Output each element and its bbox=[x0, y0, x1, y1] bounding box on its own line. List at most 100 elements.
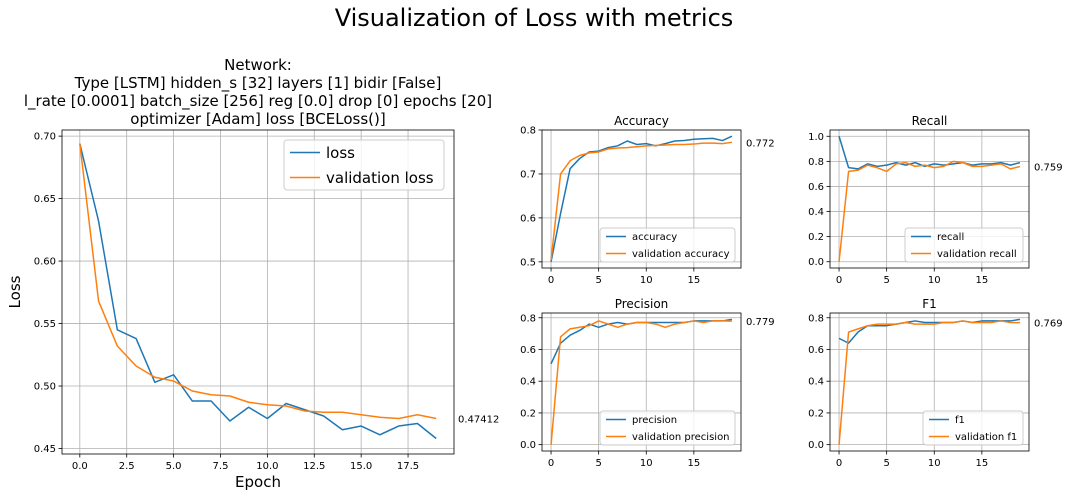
x-tick-label: 2.5 bbox=[119, 461, 135, 472]
plots-group: 0.0 2.5 5.0 7.5 10.0 12.5 15.0 17.50.450.500.55… bbox=[6, 56, 1063, 491]
x-tick-label: 5.0 bbox=[166, 461, 182, 472]
chart-accuracy: 0 5 10 15 0.5 0.6 0.7 0.8 Accuracy 0.772 accuracy v… bbox=[520, 114, 775, 286]
final-value-label: 0.47412 bbox=[458, 415, 499, 426]
legend-entry-validation-recall: validation recall bbox=[937, 249, 1017, 260]
chart-title-line: optimizer [Adam] loss [BCELoss()] bbox=[130, 110, 385, 128]
legend: accuracy validation accuracy bbox=[599, 227, 736, 263]
x-tick-label: 5 bbox=[595, 275, 601, 286]
chart-title: Accuracy bbox=[614, 114, 669, 128]
legend: loss validation loss bbox=[283, 139, 445, 191]
y-tick-label: 0.4 bbox=[808, 207, 824, 218]
series-line-validation-accuracy bbox=[550, 141, 733, 261]
legend-entry-loss: loss bbox=[326, 144, 355, 162]
x-tick-label: 17.5 bbox=[397, 461, 419, 472]
series-line-accuracy bbox=[550, 135, 733, 262]
x-tick-label: 5 bbox=[883, 458, 889, 469]
y-tick-label: 0.6 bbox=[520, 213, 536, 224]
y-tick-label: 0.6 bbox=[808, 345, 824, 356]
y-tick-label: 1.0 bbox=[808, 132, 824, 143]
legend-entry-validation-accuracy: validation accuracy bbox=[632, 249, 730, 260]
y-axis-label: Loss bbox=[6, 275, 24, 308]
y-tick-label: 0.45 bbox=[34, 444, 56, 455]
final-value-label: 0.772 bbox=[746, 138, 775, 149]
y-tick-label: 0.6 bbox=[520, 345, 536, 356]
chart-title: F1 bbox=[922, 297, 937, 311]
x-tick-label: 15 bbox=[976, 275, 989, 286]
x-tick-label: 15 bbox=[688, 275, 701, 286]
legend-box bbox=[904, 227, 1024, 263]
y-tick-label: 0.8 bbox=[520, 126, 536, 137]
x-tick-label: 10 bbox=[928, 275, 941, 286]
y-tick-label: 0.7 bbox=[520, 169, 536, 180]
x-tick-label: 0.0 bbox=[72, 461, 88, 472]
final-value-label: 0.769 bbox=[1034, 319, 1063, 330]
axes-frame bbox=[829, 129, 1030, 269]
y-tick-label: 0.2 bbox=[520, 408, 536, 419]
final-value-label: 0.779 bbox=[746, 317, 775, 328]
series-line-validation-precision bbox=[550, 320, 732, 445]
series-line-validation-loss bbox=[79, 143, 437, 420]
y-tick-label: 0.65 bbox=[34, 194, 56, 205]
y-tick-label: 0.2 bbox=[808, 232, 824, 243]
legend-box bbox=[283, 139, 445, 191]
x-tick-label: 12.5 bbox=[303, 461, 325, 472]
x-tick-label: 10.0 bbox=[256, 461, 278, 472]
y-tick-label: 0.55 bbox=[34, 319, 56, 330]
x-tick-label: 10 bbox=[928, 458, 941, 469]
x-tick-label: 5 bbox=[595, 458, 601, 469]
legend: f1 validation f1 bbox=[922, 410, 1024, 446]
series-line-recall bbox=[838, 136, 1021, 170]
y-tick-label: 0.5 bbox=[520, 257, 536, 268]
y-tick-label: 0.8 bbox=[520, 313, 536, 324]
legend-entry-f1: f1 bbox=[955, 415, 965, 426]
axes-frame bbox=[61, 129, 455, 455]
x-tick-label: 15 bbox=[976, 458, 989, 469]
x-tick-label: 0 bbox=[548, 275, 554, 286]
chart-recall: 0 5 10 15 0.0 0.2 0.4 0.6 0.8 1.0 Recall 0.759 recal… bbox=[808, 114, 1063, 286]
legend-entry-accuracy: accuracy bbox=[632, 232, 677, 243]
chart-title: Recall bbox=[912, 114, 948, 128]
axes-frame bbox=[541, 129, 742, 269]
final-value-label: 0.759 bbox=[1034, 163, 1063, 174]
y-tick-label: 0.50 bbox=[34, 382, 56, 393]
x-tick-label: 0 bbox=[548, 458, 554, 469]
x-tick-label: 0 bbox=[836, 458, 842, 469]
y-tick-label: 0.0 bbox=[520, 440, 536, 451]
x-tick-label: 0 bbox=[836, 275, 842, 286]
legend: recall validation recall bbox=[904, 227, 1024, 263]
series-line-validation-recall bbox=[838, 160, 1021, 262]
figure-suptitle: Visualization of Loss with metrics bbox=[335, 4, 734, 32]
x-tick-label: 5 bbox=[883, 275, 889, 286]
axes-frame bbox=[541, 312, 742, 452]
y-tick-label: 0.8 bbox=[808, 157, 824, 168]
y-tick-label: 0.8 bbox=[808, 313, 824, 324]
series-line-loss bbox=[79, 143, 437, 440]
chart-precision: 0 5 10 15 0.0 0.2 0.4 0.6 0.8 Precision 0.779 preci… bbox=[520, 297, 775, 469]
x-tick-label: 15.0 bbox=[350, 461, 372, 472]
chart-loss: 0.0 2.5 5.0 7.5 10.0 12.5 15.0 17.5 0.45 0.50 0.55… bbox=[6, 56, 499, 491]
axes-frame bbox=[829, 312, 1030, 452]
y-tick-label: 0.0 bbox=[808, 257, 824, 268]
x-tick-label: 10 bbox=[640, 275, 653, 286]
legend-box bbox=[599, 410, 736, 446]
legend: precision validation precision bbox=[599, 410, 736, 446]
legend-entry-validation-precision: validation precision bbox=[632, 432, 730, 443]
chart-f1: 0 5 10 15 0.0 0.2 0.4 0.6 0.8 F1 0.769 f1 validation… bbox=[808, 297, 1063, 469]
chart-title-line: l_rate [0.0001] batch_size [256] reg [0.… bbox=[24, 92, 492, 111]
x-tick-label: 15 bbox=[688, 458, 701, 469]
y-tick-label: 0.0 bbox=[808, 440, 824, 451]
legend-entry-precision: precision bbox=[632, 415, 677, 426]
y-tick-label: 0.70 bbox=[34, 132, 56, 143]
x-tick-label: 7.5 bbox=[213, 461, 229, 472]
y-tick-label: 0.2 bbox=[808, 408, 824, 419]
chart-title-line: Type [LSTM] hidden_s [32] layers [1] bid… bbox=[74, 74, 442, 93]
legend-entry-validation-f1: validation f1 bbox=[955, 432, 1017, 443]
legend-entry-validation-loss: validation loss bbox=[326, 169, 434, 187]
y-tick-label: 0.60 bbox=[34, 257, 56, 268]
chart-title: Precision bbox=[615, 297, 669, 311]
chart-title-line: Network: bbox=[224, 56, 292, 74]
x-tick-label: 10 bbox=[640, 458, 653, 469]
y-tick-label: 0.4 bbox=[808, 377, 824, 388]
legend-entry-recall: recall bbox=[937, 232, 964, 243]
